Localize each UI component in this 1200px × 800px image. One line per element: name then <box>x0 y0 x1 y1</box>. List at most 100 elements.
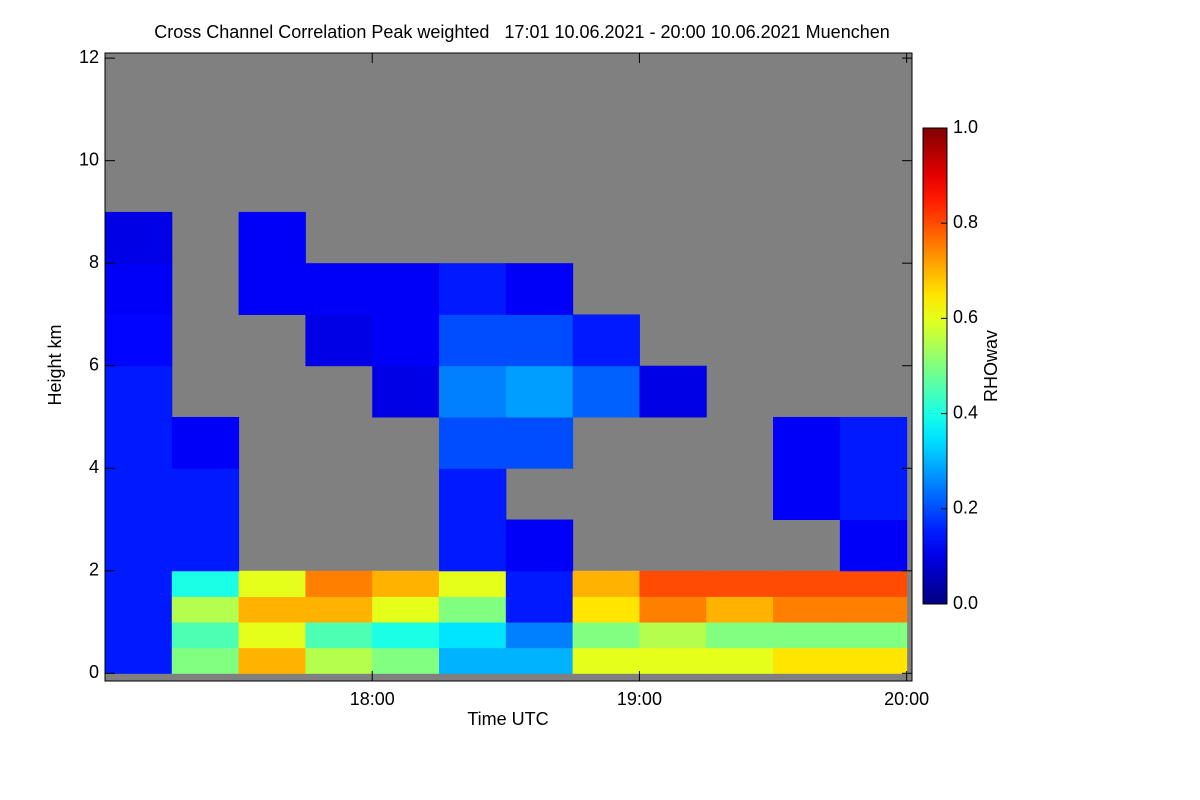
heatmap-cell <box>505 596 574 623</box>
y-tick-label: 2 <box>89 560 99 580</box>
heatmap-cell <box>238 647 306 674</box>
heatmap-cell <box>105 570 173 597</box>
heatmap-cell <box>572 596 640 623</box>
heatmap-cell <box>505 622 574 649</box>
y-tick-label: 12 <box>79 47 99 67</box>
heatmap-cell <box>639 570 707 597</box>
heatmap-cell <box>505 365 574 418</box>
heatmap-cell <box>505 416 574 469</box>
heatmap-cell <box>639 647 707 674</box>
heatmap-cell <box>105 468 173 521</box>
heatmap-cell <box>572 570 640 597</box>
colorbar <box>922 127 948 605</box>
colorbar-tick-label: 0.8 <box>953 212 978 232</box>
heatmap-cell <box>305 647 373 674</box>
heatmap-cell <box>439 570 507 597</box>
heatmap-cell <box>171 622 240 649</box>
colorbar-tick-label: 0.6 <box>953 307 978 327</box>
heatmap-cell <box>439 622 507 649</box>
heatmap-cell <box>171 519 240 572</box>
heatmap-cell <box>372 314 440 367</box>
heatmap-cell <box>105 596 173 623</box>
heatmap-cell <box>372 570 440 597</box>
heatmap-cell <box>105 647 173 674</box>
heatmap-cell <box>105 416 173 469</box>
heatmap-cell <box>839 570 908 597</box>
heatmap-cell <box>305 622 373 649</box>
heatmap-cell <box>706 647 774 674</box>
heatmap-cell <box>305 314 373 367</box>
heatmap-cell <box>639 622 707 649</box>
x-tick-label: 19:00 <box>617 689 662 709</box>
heatmap-cell <box>105 365 173 418</box>
heatmap-cell <box>572 622 640 649</box>
heatmap-cell <box>505 647 574 674</box>
heatmap-cell <box>773 570 841 597</box>
heatmap-cell <box>105 314 173 367</box>
heatmap-cell <box>839 647 908 674</box>
heatmap-cell <box>305 596 373 623</box>
heatmap-cell <box>439 468 507 521</box>
heatmap-cell <box>105 622 173 649</box>
x-axis-label: Time UTC <box>467 709 548 729</box>
heatmap-cell <box>372 647 440 674</box>
heatmap-cell <box>439 519 507 572</box>
heatmap-cell <box>505 570 574 597</box>
colorbar-tick-label: 0.0 <box>953 593 978 613</box>
heatmap-cell <box>439 596 507 623</box>
heatmap-cell <box>171 468 240 521</box>
heatmap-cell <box>439 416 507 469</box>
heatmap-cell <box>773 622 841 649</box>
heatmap-cell <box>439 314 507 367</box>
heatmap-cell <box>505 519 574 572</box>
heatmap-cell <box>706 596 774 623</box>
x-tick-label: 18:00 <box>350 689 395 709</box>
heatmap-cell <box>171 570 240 597</box>
heatmap-cell <box>839 519 908 572</box>
heatmap-cell <box>439 365 507 418</box>
heatmap-cell <box>105 211 173 264</box>
heatmap-cell <box>706 570 774 597</box>
heatmap-cell <box>305 570 373 597</box>
heatmap-cell <box>773 647 841 674</box>
heatmap-cell <box>639 596 707 623</box>
heatmap-cell <box>105 263 173 315</box>
y-tick-label: 4 <box>89 457 99 477</box>
heatmap-cell <box>372 596 440 623</box>
heatmap-cell <box>839 596 908 623</box>
y-tick-label: 10 <box>79 149 99 169</box>
heatmap-cell <box>439 263 507 315</box>
heatmap-cell <box>505 263 574 315</box>
heatmap-cell <box>105 519 173 572</box>
heatmap-cell <box>773 468 841 521</box>
heatmap-cell <box>773 416 841 469</box>
heatmap-cell <box>171 647 240 674</box>
heatmap-cell <box>572 365 640 418</box>
heatmap-cell <box>238 263 306 315</box>
heatmap-cell <box>505 314 574 367</box>
chart-title: Cross Channel Correlation Peak weighted … <box>154 22 890 42</box>
heatmap-cell <box>171 596 240 623</box>
heatmap-cell <box>639 365 707 418</box>
heatmap-cell <box>839 468 908 521</box>
heatmap-cell <box>839 416 908 469</box>
heatmap-cell <box>572 647 640 674</box>
heatmap-cell <box>171 416 240 469</box>
heatmap-cell <box>372 622 440 649</box>
colorbar-tick-label: 0.2 <box>953 498 978 518</box>
colorbar-tick-label: 1.0 <box>953 117 978 137</box>
heatmap-cell <box>238 570 306 597</box>
x-tick-label: 20:00 <box>884 689 929 709</box>
y-tick-label: 0 <box>89 662 99 682</box>
heatmap-cell <box>238 596 306 623</box>
heatmap-cell <box>839 622 908 649</box>
colorbar-tick-label: 0.4 <box>953 402 978 422</box>
heatmap-cell <box>706 622 774 649</box>
heatmap-cell <box>372 365 440 418</box>
plot-frame <box>104 52 913 682</box>
heatmap-cell <box>773 596 841 623</box>
y-tick-label: 6 <box>89 354 99 374</box>
heatmap-cell <box>372 263 440 315</box>
heatmap-cell <box>238 622 306 649</box>
